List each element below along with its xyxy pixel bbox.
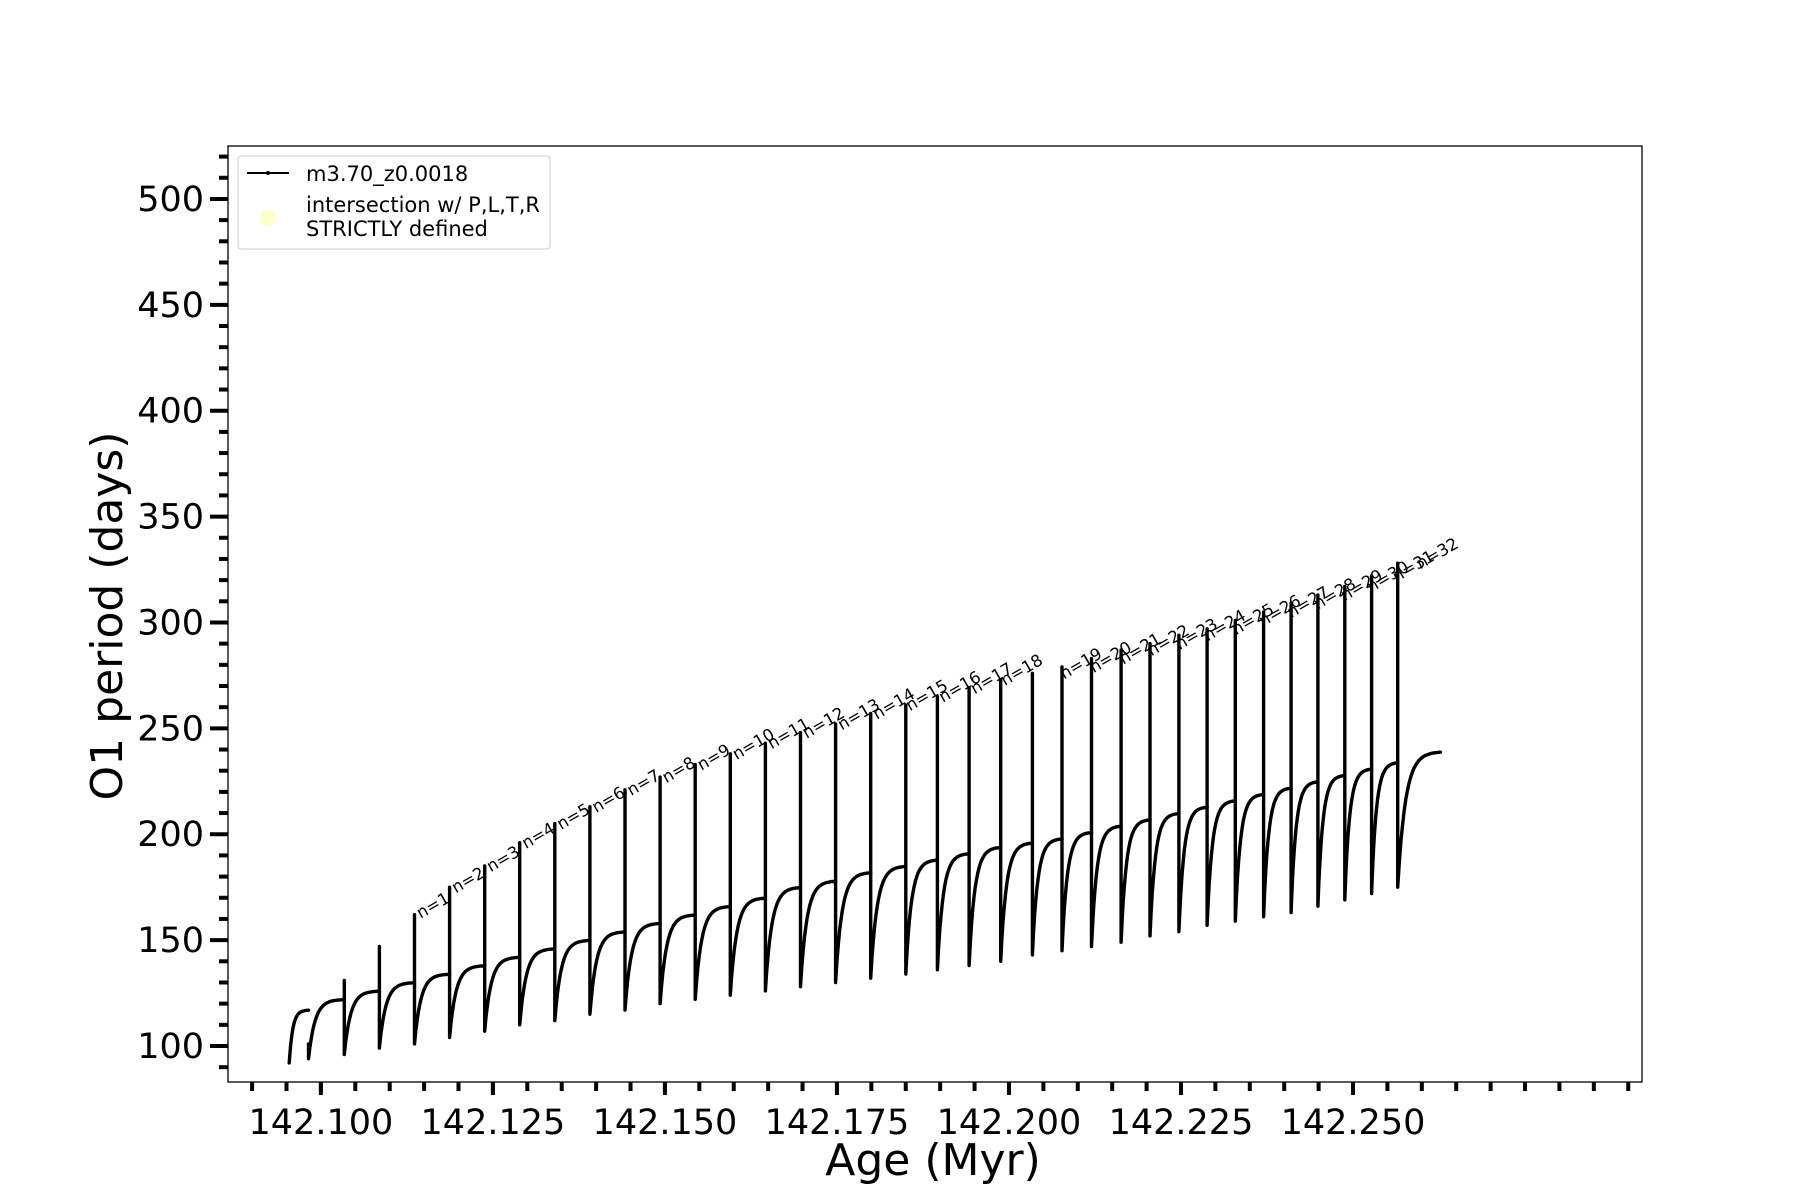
series-cycle-26	[1119, 648, 1152, 944]
series-cycle-16	[798, 730, 838, 989]
series-cycle-30	[1233, 618, 1266, 923]
legend-intersection-marker	[260, 210, 276, 226]
series-cycle-11	[623, 788, 662, 1012]
x-tick-label: 142.125	[421, 1103, 566, 1143]
x-axis: 142.100 142.125 142.150 142.175 142.200 142.2…	[249, 1082, 1631, 1143]
series-cycle-21	[967, 686, 1003, 968]
series-cycle-14	[728, 752, 768, 997]
y-tick-label: 300	[137, 603, 204, 643]
y-tick-label: 500	[137, 180, 204, 220]
legend-dot-marker	[266, 171, 270, 175]
series-cycle-28	[1177, 633, 1209, 934]
x-tick-label: 142.150	[593, 1103, 738, 1143]
series-cycle-34	[1343, 584, 1374, 902]
series-cycle-25	[1089, 656, 1123, 949]
legend-box	[237, 155, 551, 250]
y-axis: 100 150 200 250 300 350 400 450 500	[137, 154, 228, 1070]
y-tick-label: 100	[137, 1027, 204, 1067]
legend-label-intersection-line1: intersection w/ P,L,T,R	[306, 193, 540, 217]
x-tick-label: 142.200	[937, 1103, 1082, 1143]
series-cycle-22	[999, 677, 1035, 963]
series-cycle-2	[306, 998, 346, 1061]
series-cycle-9	[553, 821, 592, 1023]
plot-frame	[227, 145, 1643, 1083]
x-axis-title: Age (Myr)	[825, 1135, 1041, 1186]
series-cycle-18	[869, 711, 908, 980]
series-cycle-6	[447, 885, 487, 1040]
series-cycle-4	[377, 944, 417, 1050]
series-layer	[287, 561, 1443, 1065]
x-tick-label: 142.225	[1109, 1103, 1254, 1143]
series-cycle-29	[1205, 627, 1237, 927]
y-tick-label: 200	[137, 815, 204, 855]
y-tick-label: 150	[137, 921, 204, 961]
series-cycle-7	[483, 864, 522, 1033]
x-tick-label: 142.100	[249, 1103, 394, 1143]
legend-label-intersection-line2: STRICTLY defined	[306, 217, 488, 241]
series-cycle-19	[904, 703, 940, 976]
series-cycle-3	[342, 978, 382, 1057]
x-tick-label: 142.175	[765, 1103, 910, 1143]
y-axis-title: O1 period (days)	[82, 432, 133, 801]
series-cycle-15	[763, 741, 803, 993]
series-cycle-10	[588, 805, 627, 1016]
series-cycle-24	[1060, 665, 1094, 953]
series-cycle-13	[693, 762, 732, 1002]
series-cycle-8	[518, 841, 557, 1027]
series-cycle-20	[935, 694, 971, 972]
series-cycle-12	[658, 775, 697, 1006]
series-cycle-35	[1369, 574, 1400, 896]
series-cycle-5	[412, 913, 452, 1046]
series-cycle-1	[287, 1008, 311, 1065]
y-tick-label: 350	[137, 498, 204, 538]
series-cycle-17	[833, 722, 873, 985]
y-tick-label: 400	[137, 392, 204, 432]
series-cycle-23	[1030, 671, 1064, 957]
y-tick-label: 450	[137, 286, 204, 326]
series-cycle-27	[1148, 641, 1181, 938]
series-cycle-32	[1289, 601, 1320, 915]
y-tick-label: 250	[137, 709, 204, 749]
legend: m3.70_z0.0018 intersection w/ P,L,T,R ST…	[237, 155, 551, 250]
legend-label-model: m3.70_z0.0018	[306, 162, 468, 187]
series-cycle-31	[1261, 610, 1293, 919]
series-cycle-36	[1396, 561, 1443, 889]
series-cycle-33	[1316, 593, 1347, 908]
x-tick-label: 142.250	[1281, 1103, 1426, 1143]
